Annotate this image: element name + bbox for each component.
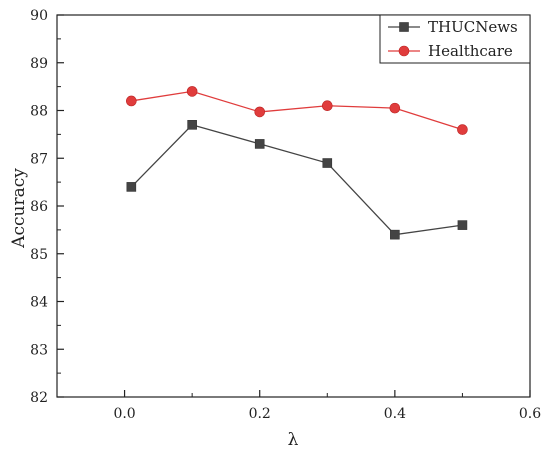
series-line-healthcare xyxy=(131,90,463,131)
data-point-healthcare xyxy=(254,106,266,118)
x-tick-label: 0.4 xyxy=(384,406,406,422)
y-tick-label: 87 xyxy=(30,151,48,167)
y-tick-label: 84 xyxy=(30,295,48,311)
y-tick-label: 86 xyxy=(30,199,48,215)
legend: THUCNews Healthcare xyxy=(379,14,531,64)
data-point-thucnews xyxy=(390,229,400,240)
data-point-healthcare xyxy=(457,124,468,135)
y-axis-title: Accuracy xyxy=(9,168,29,249)
legend-marker xyxy=(398,45,410,57)
data-point-healthcare xyxy=(389,102,401,114)
y-tick-label: 83 xyxy=(30,342,48,358)
data-point-thucnews xyxy=(254,139,265,149)
y-tick-label: 88 xyxy=(30,104,48,120)
x-axis-title: λ xyxy=(288,430,299,450)
data-point-healthcare xyxy=(126,95,137,107)
x-tick-label: 0.0 xyxy=(113,406,135,422)
y-tick-label: 89 xyxy=(30,56,48,72)
legend-marker xyxy=(399,22,409,32)
y-tick-label: 90 xyxy=(30,8,48,24)
data-point-thucnews xyxy=(322,158,333,168)
data-point-thucnews xyxy=(457,220,468,230)
legend-label: THUCNews xyxy=(428,18,518,36)
series-line-thucnews xyxy=(130,124,463,236)
axes: 0.0 0.2 0.4 0.6 82 83 84 85 86 87 88 89 90 xyxy=(30,8,541,422)
y-tick-label: 82 xyxy=(30,390,48,406)
series-layer xyxy=(126,86,468,240)
data-point-healthcare xyxy=(321,100,333,112)
legend-label: Healthcare xyxy=(428,42,513,60)
x-tick-label: 0.2 xyxy=(249,406,271,422)
y-tick-label: 85 xyxy=(30,247,48,263)
plot-frame xyxy=(56,14,531,398)
x-tick-label: 0.6 xyxy=(519,406,541,422)
data-point-healthcare xyxy=(186,86,198,97)
data-point-thucnews xyxy=(187,120,197,130)
data-point-thucnews xyxy=(126,182,137,192)
